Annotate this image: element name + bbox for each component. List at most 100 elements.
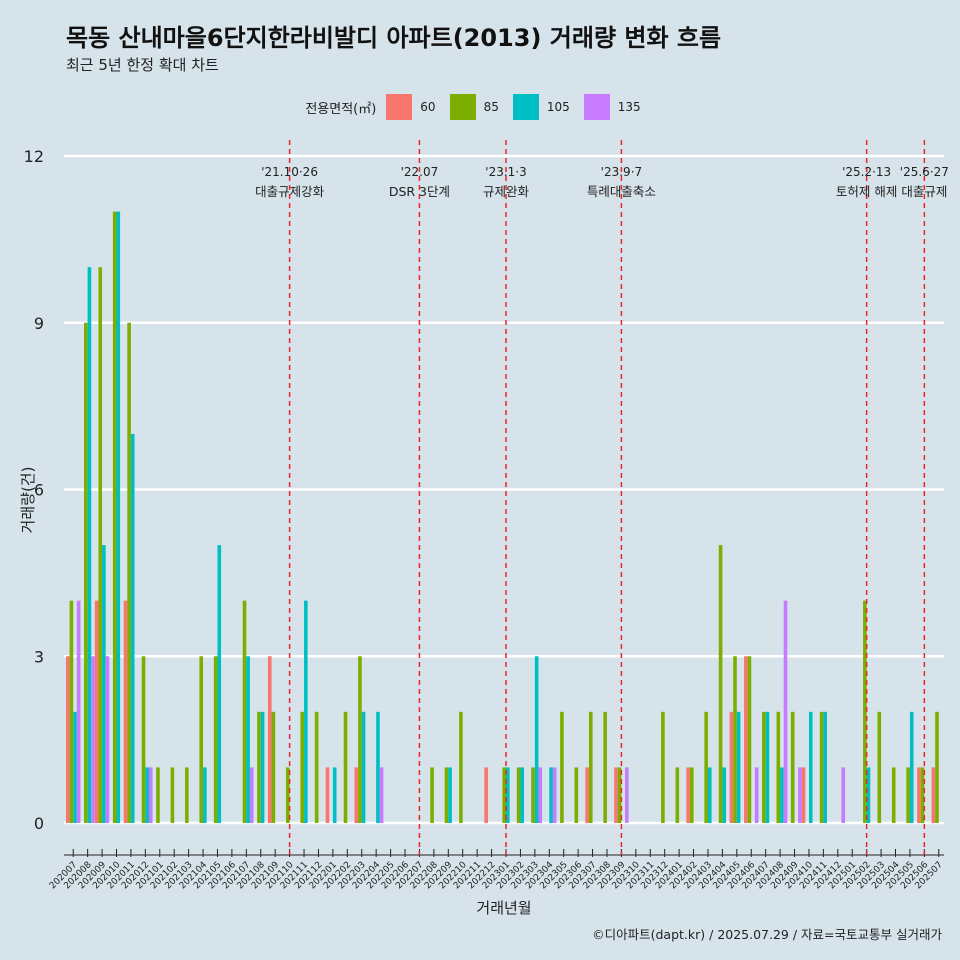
bar-105-202408 (780, 767, 784, 823)
bar-85-202404 (718, 545, 723, 823)
bar-60-202507 (931, 767, 936, 823)
legend-label-60: 60 (420, 100, 436, 114)
bar-105-202011 (130, 433, 135, 823)
bar-85-202307 (588, 711, 593, 823)
legend-label-135: 135 (617, 100, 641, 114)
bar-105-202111 (304, 600, 308, 823)
legend-item-135: 135 (583, 94, 641, 120)
bar-135-202009 (105, 656, 110, 823)
bar-85-202309 (617, 767, 622, 823)
bar-105-202105 (217, 545, 222, 823)
bar-85-202103 (185, 767, 189, 823)
bar-135-202007 (76, 600, 81, 823)
bar-105-202411 (823, 711, 827, 823)
bar-85-202409 (790, 711, 795, 823)
bar-105-202410 (808, 711, 813, 823)
bar-85-202109 (271, 711, 276, 823)
bar-60-202405 (729, 711, 734, 823)
bar-85-202403 (704, 711, 708, 823)
legend-title: 전용면적(㎡) (305, 101, 377, 117)
bar-85-202504 (891, 767, 896, 823)
bar-85-202208 (430, 767, 434, 823)
legend-label-105: 105 (546, 100, 570, 114)
bar-85-202104 (199, 656, 204, 823)
event-label: 토허제 해제 (836, 184, 897, 199)
legend-swatch-85 (449, 94, 476, 120)
bar-135-202412 (841, 767, 846, 823)
bar-60-202009 (94, 600, 99, 823)
event-date-label: '22.07 (401, 165, 439, 179)
bar-85-202012 (141, 656, 146, 823)
bar-85-202010 (112, 211, 117, 824)
bar-105-202104 (203, 767, 207, 823)
bar-85-202301 (502, 767, 506, 823)
chart-subtitle: 최근 5년 한정 확대 차트 (66, 56, 219, 74)
event-date-label: '25.2·13 (842, 165, 891, 179)
bar-135-202408 (783, 600, 788, 823)
bar-105-202107 (246, 656, 250, 823)
bar-105-202407 (765, 711, 770, 823)
bar-85-202305 (560, 711, 564, 823)
event-label: DSR 3단계 (389, 184, 450, 199)
bar-85-202408 (776, 711, 781, 823)
bar-105-202012 (145, 767, 149, 823)
bar-135-202008 (91, 656, 95, 823)
bar-60-202309 (614, 767, 618, 823)
chart-title: 목동 산내마을6단지한라비발디 아파트(2013) 거래량 변화 흐름 (66, 24, 722, 52)
bar-60-202109 (267, 656, 272, 823)
bar-85-202306 (574, 767, 579, 823)
bar-105-202502 (866, 767, 871, 823)
legend-swatch-105 (512, 94, 539, 120)
bar-135-202409 (798, 767, 802, 823)
bar-85-202406 (747, 656, 752, 823)
bar-85-202101 (156, 767, 160, 823)
event-date-label: '23.9·7 (601, 165, 642, 179)
bar-85-202505 (906, 767, 910, 823)
bar-60-202011 (123, 600, 128, 823)
y-tick-label: 0 (34, 814, 44, 833)
bar-60-202212 (484, 767, 488, 823)
legend-item-85: 85 (449, 94, 499, 120)
bar-135-202107 (249, 767, 254, 823)
y-axis-title: 거래량(건) (19, 467, 37, 534)
bar-85-202503 (877, 711, 882, 823)
bar-60-202410 (801, 767, 806, 823)
event-date-label: '25.6·27 (900, 165, 949, 179)
bar-85-202506 (920, 767, 925, 823)
bar-85-202308 (603, 711, 607, 823)
bar-85-202112 (314, 711, 319, 823)
bar-85-202110 (286, 767, 290, 823)
bar-85-202203 (358, 656, 362, 823)
bar-105-202007 (73, 711, 77, 823)
bar-105-202008 (87, 267, 92, 824)
bar-85-202108 (257, 711, 261, 823)
source-caption: ©디아파트(dapt.kr) / 2025.07.29 / 자료=국토교통부 실… (592, 927, 942, 942)
bar-85-202105 (213, 656, 218, 823)
bar-85-202107 (242, 600, 247, 823)
bar-85-202111 (300, 711, 305, 823)
bar-85-202011 (127, 322, 131, 823)
bar-105-202204 (376, 711, 380, 823)
event-label: 특례대출축소 (587, 184, 656, 199)
legend-item-60: 60 (386, 94, 436, 120)
bar-135-202204 (379, 767, 384, 823)
x-axis-title: 거래년월 (476, 899, 531, 917)
event-date-label: '23.1·3 (485, 165, 526, 179)
legend-swatch-135 (583, 94, 610, 120)
bar-85-202405 (733, 656, 737, 823)
bar-105-202405 (736, 711, 741, 823)
bar-85-202209 (444, 767, 449, 823)
event-label: 대출규제강화 (255, 184, 325, 199)
bar-105-202302 (520, 767, 525, 823)
bar-135-202303 (538, 767, 543, 823)
bar-105-202010 (116, 211, 121, 824)
bar-135-202012 (148, 767, 153, 823)
bar-85-202009 (98, 267, 103, 824)
y-tick-label: 3 (34, 647, 44, 666)
bar-85-202402 (689, 767, 694, 823)
bar-85-202507 (935, 711, 939, 823)
event-label: 규제완화 (483, 184, 530, 199)
bar-105-202009 (102, 545, 106, 823)
bar-85-202502 (863, 600, 867, 823)
